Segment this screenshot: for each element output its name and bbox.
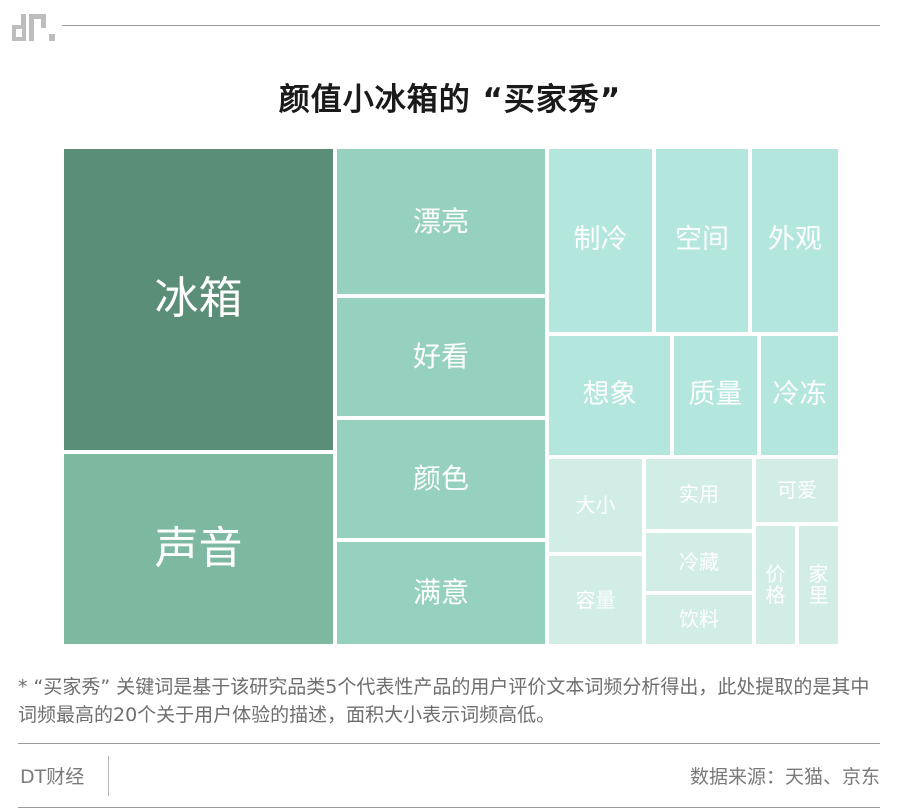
treemap-tile: 冷藏 [644,531,754,593]
footer-top-divider [18,743,880,744]
treemap-tile: 满意 [335,540,547,646]
chart-title: 颜值小冰箱的 “买家秀” [278,82,622,118]
treemap-tile-label: 冷冻 [772,379,827,411]
treemap-tile-label: 质量 [688,379,743,411]
data-source: 数据来源：天猫、京东 [689,766,880,788]
treemap-tile-label: 满意 [412,576,469,610]
treemap-tile-label: 冷藏 [679,549,719,574]
treemap-tile: 饮料 [644,593,754,646]
treemap-tile: 家里 [797,524,840,646]
treemap-chart: 冰箱声音 漂亮好看颜色满意 制冷 空间 外观想象 质量 冷冻大小 实用 可爱冷藏容量饮料 价格 家里 [62,147,840,646]
treemap-tile: 冰箱 [62,147,335,452]
treemap-tile: 冷冻 [759,334,840,457]
treemap-tile-label: 饮料 [679,607,719,631]
treemap-tile-label: 大小 [575,493,616,517]
treemap-tile-label: 颜色 [412,462,469,496]
treemap-tile-label: 价格 [765,562,786,607]
treemap-tile-label: 空间 [675,224,729,256]
treemap-tile-label: 可爱 [777,478,817,502]
treemap-tile-label: 家里 [808,562,829,607]
footer-bottom-divider [18,807,880,808]
treemap-tile-label: 冰箱 [154,273,243,325]
treemap-tile: 漂亮 [335,147,547,296]
treemap-tile-label: 漂亮 [412,204,469,238]
treemap-tile: 空间 [654,147,750,334]
treemap-tile-label: 制冷 [573,224,628,256]
treemap-tile-label: 好看 [412,340,469,374]
treemap-tile: 价格 [754,524,797,646]
footer-vertical-divider [108,756,109,796]
brand-name: DT财经 [20,766,85,788]
treemap-tile: 制冷 [547,147,654,334]
treemap-tile: 质量 [672,334,759,457]
treemap-tile-label: 容量 [575,587,616,612]
treemap-tile-label: 想象 [582,379,637,411]
treemap-tile: 颜色 [335,418,547,540]
treemap-tile-label: 外观 [768,224,822,256]
treemap-tile: 可爱 [754,457,840,524]
treemap-tile-label: 实用 [679,481,719,506]
treemap-tile: 想象 [547,334,672,457]
treemap-tile-label: 声音 [154,522,243,574]
treemap-tile: 好看 [335,296,547,418]
treemap-tile: 声音 [62,452,335,646]
treemap-tile: 实用 [644,457,754,531]
treemap-tile: 大小 [547,457,644,554]
dt-logo-icon [12,14,55,41]
top-divider [62,25,880,26]
treemap-tile: 外观 [750,147,840,334]
footnote: * “买家秀” 关键词是基于该研究品类5个代表性产品的用户评价文本词频分析得出，… [18,676,870,726]
treemap-tile: 容量 [547,554,644,646]
